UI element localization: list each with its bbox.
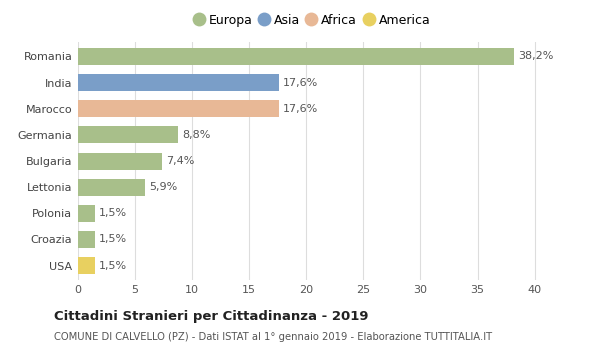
Text: 7,4%: 7,4%: [166, 156, 195, 166]
Bar: [78, 153, 163, 169]
Bar: [78, 100, 279, 117]
Text: COMUNE DI CALVELLO (PZ) - Dati ISTAT al 1° gennaio 2019 - Elaborazione TUTTITALI: COMUNE DI CALVELLO (PZ) - Dati ISTAT al …: [54, 332, 492, 342]
Text: 8,8%: 8,8%: [182, 130, 211, 140]
Bar: [78, 205, 95, 222]
Text: 1,5%: 1,5%: [99, 208, 127, 218]
Text: 1,5%: 1,5%: [99, 234, 127, 244]
Bar: [78, 257, 95, 274]
Legend: Europa, Asia, Africa, America: Europa, Asia, Africa, America: [190, 10, 434, 31]
Bar: [78, 231, 95, 248]
Bar: [78, 48, 514, 65]
Text: 38,2%: 38,2%: [518, 51, 553, 61]
Bar: [78, 74, 279, 91]
Text: 5,9%: 5,9%: [149, 182, 178, 192]
Text: 1,5%: 1,5%: [99, 261, 127, 271]
Text: Cittadini Stranieri per Cittadinanza - 2019: Cittadini Stranieri per Cittadinanza - 2…: [54, 310, 368, 323]
Text: 17,6%: 17,6%: [283, 78, 318, 88]
Bar: [78, 178, 145, 196]
Text: 17,6%: 17,6%: [283, 104, 318, 114]
Bar: [78, 126, 178, 144]
